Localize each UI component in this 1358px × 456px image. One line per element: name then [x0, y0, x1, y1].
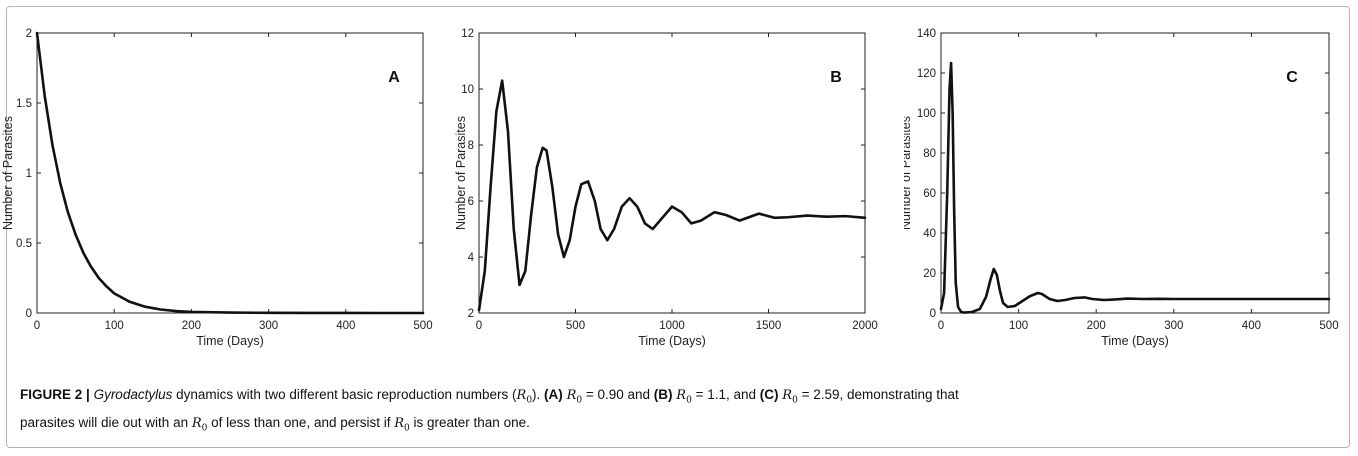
y-tick-label: 2: [468, 308, 474, 320]
x-tick-label: 400: [336, 320, 355, 332]
x-tick-label: 100: [105, 320, 124, 332]
panel-letter: C: [1286, 69, 1298, 86]
x-axis-label: Time (Days): [196, 334, 264, 348]
x-tick-label: 100: [1009, 320, 1028, 332]
y-tick-label: 120: [917, 68, 936, 80]
y-tick-label: 6: [468, 196, 474, 208]
y-axis-label: Number of Parasites: [904, 116, 913, 230]
figure-charts: 0 100 200 300 400 500 0 0.5 1 1.5 2 Time (Days) Numb…: [1, 28, 1339, 348]
plot-frame: [940, 32, 1330, 314]
x-tick-label: 300: [1164, 320, 1183, 332]
x-tick-label: 300: [259, 320, 278, 332]
panel-letter: A: [388, 69, 400, 86]
y-tick-label: 0.5: [16, 238, 32, 250]
y-tick-label: 60: [923, 188, 936, 200]
caption-label-a: (A): [544, 387, 563, 402]
caption-label-b: (B): [653, 387, 673, 402]
figure-caption: FIGURE 2 | Gyrodactylus dynamics with tw…: [20, 384, 1330, 439]
y-tick-label: 0: [26, 308, 32, 320]
x-tick-label: 1000: [659, 320, 685, 332]
y-tick-label: 2: [26, 28, 32, 40]
y-tick-label: 10: [461, 84, 474, 96]
caption-text-2: ).: [532, 387, 545, 402]
x-tick-label: 200: [1087, 320, 1106, 332]
chart-panel-a: 0 100 200 300 400 500 0 0.5 1 1.5 2 Time (Days) Numb…: [1, 28, 433, 348]
caption-genus: Gyrodactylus: [93, 387, 173, 402]
y-tick-label: 80: [923, 148, 936, 160]
caption-eq-c: = 2.59, demonstrating that: [797, 387, 959, 402]
y-tick-label: 40: [923, 228, 936, 240]
caption-r0-symbol-a: R0: [566, 388, 583, 406]
x-tick-label: 2000: [852, 320, 878, 332]
x-tick-label: 400: [1242, 320, 1261, 332]
caption-r0-symbol: R0: [516, 388, 533, 406]
x-tick-label: 500: [1319, 320, 1338, 332]
y-tick-label: 8: [468, 140, 474, 152]
x-tick-label: 500: [413, 320, 432, 332]
caption-text-5: is greater than one.: [409, 414, 530, 430]
caption-r0-symbol-b: R0: [676, 388, 692, 406]
panel-letter: B: [830, 69, 842, 86]
chart-panel-b: 0 500 1000 1500 2000 2 4 6 8 10 12 Time (Days) Numbe…: [454, 28, 878, 348]
y-tick-label: 0: [930, 308, 936, 320]
x-axis-label: Time (Days): [638, 334, 706, 348]
y-tick-label: 140: [917, 28, 936, 40]
chart-panel-c: 0 100 200 300 400 500 0 20 40 60 80 100 120 140 Time (…: [904, 28, 1339, 348]
y-tick-label: 4: [468, 252, 475, 264]
caption-label-c: (C): [759, 387, 779, 402]
y-axis-label: Number of Parasites: [454, 116, 468, 230]
y-tick-label: 12: [461, 28, 474, 40]
y-tick-label: 100: [917, 108, 936, 120]
caption-r0-symbol-d: R0: [191, 415, 208, 434]
series-line: [939, 61, 1331, 314]
series-line: [35, 31, 425, 315]
caption-eq-a: = 0.90 and: [582, 387, 654, 402]
y-tick-label: 1.5: [16, 98, 32, 110]
caption-text-4: of less than one, and persist if: [207, 414, 395, 430]
series-line: [477, 79, 867, 312]
x-tick-label: 500: [566, 320, 585, 332]
caption-text-3: parasites will die out with an: [20, 414, 192, 430]
caption-r0-symbol-c: R0: [782, 388, 798, 406]
x-tick-label: 0: [34, 320, 40, 332]
x-tick-label: 1500: [756, 320, 782, 332]
caption-r0-symbol-e: R0: [394, 415, 410, 434]
caption-figure-label: FIGURE 2 |: [20, 387, 90, 402]
x-tick-label: 0: [476, 320, 482, 332]
x-tick-label: 200: [182, 320, 201, 332]
caption-text-1: dynamics with two different basic reprod…: [172, 387, 517, 402]
x-axis-label: Time (Days): [1101, 334, 1169, 348]
x-tick-label: 0: [938, 320, 944, 332]
y-tick-label: 1: [26, 168, 32, 180]
y-tick-label: 20: [923, 268, 936, 280]
figure-frame: [6, 6, 1350, 448]
caption-eq-b: = 1.1, and: [691, 387, 760, 402]
y-axis-label: Number of Parasites: [1, 116, 15, 230]
